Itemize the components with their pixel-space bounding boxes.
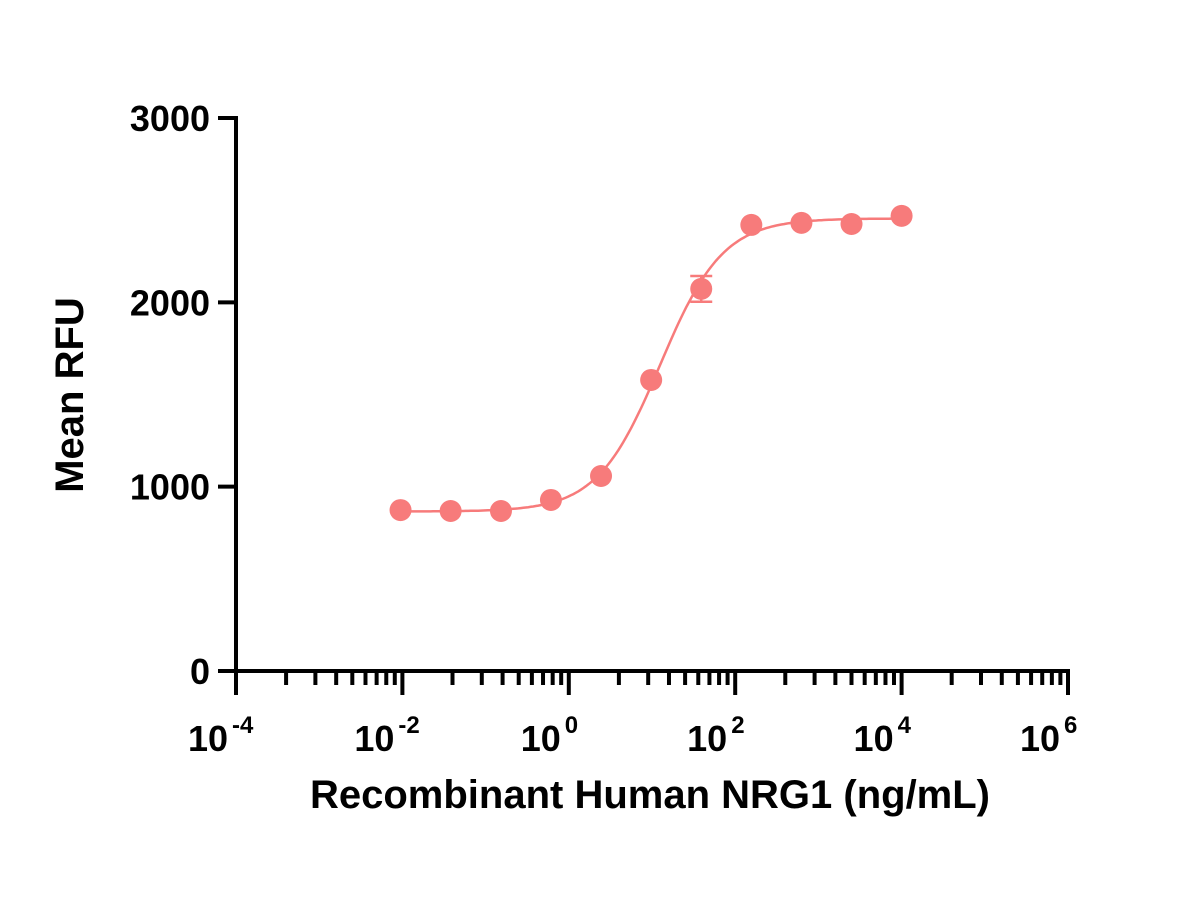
y-tick-label: 2000 bbox=[130, 282, 210, 323]
x-tick-label: 10 bbox=[687, 718, 727, 759]
x-tick-label: 10 bbox=[188, 718, 228, 759]
x-tick-exponent: 2 bbox=[731, 712, 744, 739]
data-points bbox=[389, 204, 913, 522]
y-tick-label: 1000 bbox=[130, 467, 210, 508]
x-tick-label: 10 bbox=[854, 718, 894, 759]
data-point bbox=[439, 499, 462, 522]
data-point bbox=[690, 277, 713, 300]
x-tick-label: 10 bbox=[521, 718, 561, 759]
data-point bbox=[840, 212, 863, 235]
data-point bbox=[790, 211, 813, 234]
data-point bbox=[740, 213, 763, 236]
x-tick-label: 10 bbox=[1020, 718, 1060, 759]
data-point bbox=[640, 368, 663, 391]
data-point bbox=[590, 464, 613, 487]
x-tick-exponent: 0 bbox=[565, 712, 578, 739]
x-tick-exponent: -2 bbox=[398, 712, 419, 739]
data-point bbox=[890, 204, 913, 227]
y-tick-label: 0 bbox=[190, 651, 210, 692]
fit-curve bbox=[400, 217, 902, 513]
x-tick-exponent: 4 bbox=[898, 712, 912, 739]
fit-curve-group bbox=[400, 217, 902, 513]
y-axis-label: Mean RFU bbox=[48, 297, 92, 493]
y-tick-label: 3000 bbox=[130, 98, 210, 139]
x-tick-exponent: -4 bbox=[232, 712, 254, 739]
x-axis-label: Recombinant Human NRG1 (ng/mL) bbox=[310, 773, 990, 817]
x-tick-exponent: 6 bbox=[1064, 712, 1077, 739]
data-point bbox=[389, 499, 412, 522]
data-point bbox=[489, 499, 512, 522]
data-point bbox=[539, 488, 562, 511]
x-tick-label: 10 bbox=[354, 718, 394, 759]
